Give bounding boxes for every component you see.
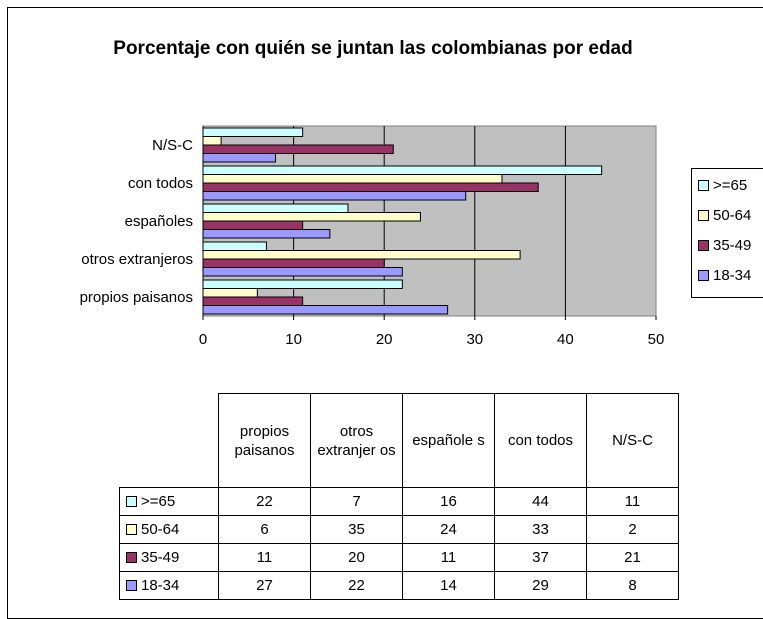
- category-label: N/S-C: [152, 137, 193, 154]
- legend-swatch: [698, 270, 709, 281]
- table-column-header: con todos: [494, 393, 587, 488]
- table-cell: 2: [586, 515, 679, 544]
- table-row: 35-49 11 20 11 37 21: [119, 543, 679, 572]
- table-header-row: propios paisanos otros extranjer os españo…: [119, 393, 679, 488]
- table-row: >=65 22 7 16 44 11: [119, 487, 679, 516]
- bar-5064-2: [202, 212, 421, 222]
- table-cell: 37: [494, 543, 587, 572]
- chart-title: Porcentaje con quién se juntan las colom…: [113, 38, 633, 59]
- x-tick-label: 10: [285, 331, 302, 348]
- bar-65-1: [202, 241, 267, 251]
- table-cell: 22: [218, 487, 311, 516]
- data-table: propios paisanos otros extranjer os españo…: [119, 393, 679, 600]
- table-row-label: 18-34: [119, 571, 219, 600]
- bar-65-3: [202, 165, 603, 175]
- x-tick-label: 30: [466, 331, 483, 348]
- table-column-header: otros extranjer os: [310, 393, 403, 488]
- legend-label: 50-64: [713, 207, 752, 224]
- x-tick-label: 20: [376, 331, 393, 348]
- table-row: 18-34 27 22 14 29 8: [119, 571, 679, 600]
- table-swatch: [126, 524, 137, 535]
- table-cell: 35: [310, 515, 403, 544]
- table-cell: 44: [494, 487, 587, 516]
- legend-swatch: [698, 240, 709, 251]
- bar-3549-1: [202, 258, 385, 268]
- table-cell: 14: [402, 571, 495, 600]
- bar-65-4: [202, 127, 304, 137]
- bar-65-2: [202, 203, 349, 213]
- bar-5064-0: [202, 288, 258, 298]
- table-row-label: 50-64: [119, 515, 219, 544]
- category-label: propios paisanos: [80, 289, 193, 306]
- legend-swatch: [698, 210, 709, 221]
- table-series-name: 50-64: [141, 521, 180, 538]
- legend-label: 35-49: [713, 237, 752, 254]
- bar-5064-4: [202, 136, 222, 146]
- table-cell: 20: [310, 543, 403, 572]
- x-tick-label: 0: [199, 331, 207, 348]
- table-cell: 22: [310, 571, 403, 600]
- table-cell: 8: [586, 571, 679, 600]
- bar-1834-2: [202, 229, 331, 239]
- legend-item: >=65: [698, 177, 747, 194]
- bar-3549-0: [202, 296, 304, 306]
- table-swatch: [126, 496, 137, 507]
- legend-label: 18-34: [713, 267, 752, 284]
- table-cell: 29: [494, 571, 587, 600]
- legend-item: 18-34: [698, 267, 751, 284]
- table-series-name: >=65: [141, 493, 176, 510]
- table-cell: 16: [402, 487, 495, 516]
- bar-3549-3: [202, 182, 539, 192]
- category-label: con todos: [128, 175, 193, 192]
- legend-item: 50-64: [698, 207, 751, 224]
- table-swatch: [126, 552, 137, 563]
- bar-3549-4: [202, 144, 394, 154]
- legend-swatch: [698, 180, 709, 191]
- table-row-label: 35-49: [119, 543, 219, 572]
- bar-3549-2: [202, 220, 304, 230]
- bar-65-0: [202, 279, 403, 289]
- table-corner: [119, 393, 219, 488]
- bar-5064-1: [202, 250, 521, 260]
- table-cell: 11: [218, 543, 311, 572]
- table-column-header: N/S-C: [586, 393, 679, 488]
- legend-label: >=65: [713, 177, 748, 194]
- legend-item: 35-49: [698, 237, 751, 254]
- table-swatch: [126, 580, 137, 591]
- table-cell: 6: [218, 515, 311, 544]
- category-label: otros extranjeros: [81, 251, 193, 268]
- table-series-name: 18-34: [141, 577, 180, 594]
- category-label: españoles: [125, 213, 193, 230]
- table-row: 50-64 6 35 24 33 2: [119, 515, 679, 544]
- bar-1834-3: [202, 191, 467, 201]
- chart-legend: >=65 50-64 35-49 18-34: [691, 168, 763, 298]
- bar-1834-4: [202, 153, 276, 163]
- bar-1834-0: [202, 305, 449, 315]
- table-column-header: propios paisanos: [218, 393, 311, 488]
- table-series-name: 35-49: [141, 549, 180, 566]
- table-cell: 27: [218, 571, 311, 600]
- table-cell: 21: [586, 543, 679, 572]
- table-cell: 11: [586, 487, 679, 516]
- x-tick-label: 50: [648, 331, 665, 348]
- bar-1834-1: [202, 267, 403, 277]
- chart-plot: 0 10 20 30 40 50 propios paisanos otros extranj…: [80, 125, 665, 348]
- table-cell: 24: [402, 515, 495, 544]
- table-row-label: >=65: [119, 487, 219, 516]
- table-cell: 11: [402, 543, 495, 572]
- table-cell: 33: [494, 515, 587, 544]
- chart-frame: Porcentaje con quién se juntan las colom…: [7, 7, 763, 619]
- table-cell: 7: [310, 487, 403, 516]
- table-column-header: españole s: [402, 393, 495, 488]
- bar-5064-3: [202, 174, 503, 184]
- x-tick-label: 40: [557, 331, 574, 348]
